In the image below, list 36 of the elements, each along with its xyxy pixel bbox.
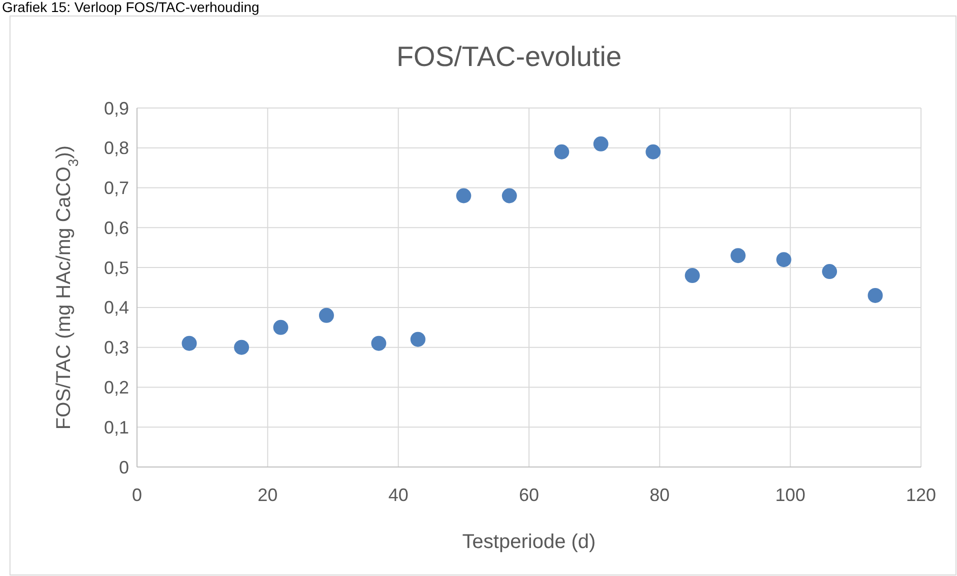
y-tick-label: 0,1 [104, 417, 129, 438]
point [593, 136, 608, 152]
point [822, 264, 838, 280]
y-tick-label: 0,9 [104, 98, 129, 118]
point [502, 188, 517, 204]
x-tick-label: 120 [906, 485, 936, 505]
y-tick-label: 0,8 [104, 138, 129, 158]
x-tick-label: 100 [775, 485, 806, 505]
y-tick-label: 0,7 [104, 178, 129, 198]
chart-title: FOS/TAC-evolutie [396, 41, 622, 72]
point [554, 144, 570, 160]
x-tick-label: 40 [388, 485, 408, 505]
text: Grafiek 15: Verloop FOS/TAC-verhouding [2, 0, 260, 15]
point [318, 308, 334, 323]
y-tick-label: 0,5 [104, 258, 129, 278]
y-tick-label: 0,4 [104, 298, 129, 318]
point [182, 336, 197, 351]
point [371, 336, 386, 351]
y-tick-label: 0,6 [104, 218, 129, 238]
point [410, 332, 426, 347]
point [868, 288, 883, 303]
x-tick-label: 20 [258, 485, 278, 505]
y-tick-label: 0 [118, 457, 129, 478]
point [684, 268, 700, 284]
y-tick-label: 0,3 [104, 338, 129, 358]
point [776, 252, 792, 268]
x-tick-label: 0 [132, 485, 142, 505]
x-tick-label: 60 [518, 485, 540, 505]
point [456, 188, 472, 204]
y-tick-label: 0,2 [104, 378, 129, 398]
point [730, 248, 746, 264]
point [234, 340, 250, 355]
point [646, 144, 661, 160]
point [273, 320, 288, 335]
x-tick-label: 80 [650, 485, 670, 505]
x-axis-title: Testperiode (d) [462, 531, 596, 553]
